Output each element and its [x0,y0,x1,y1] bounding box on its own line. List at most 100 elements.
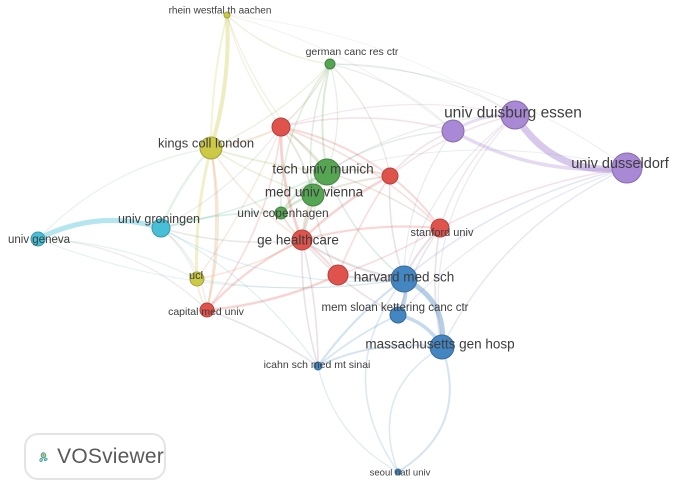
node-red-node-b[interactable] [381,167,399,185]
edge [209,13,230,150]
edge [195,146,213,281]
node-kings-coll-london[interactable] [199,136,223,160]
node-capital-med-univ[interactable] [199,302,215,318]
edge [280,103,516,128]
edge [329,63,454,132]
edge [206,147,219,311]
edge [434,227,443,348]
node-seoul-natl-univ[interactable] [394,468,402,476]
edge [226,14,331,65]
edge [403,130,454,280]
edge [300,174,392,242]
edge [210,147,303,241]
edge [205,238,304,312]
edge [388,346,443,473]
node-label-rhein-westfal-th-aachen: rhein westfal th aachen [169,6,272,17]
node-univ-dusseldorf[interactable] [611,152,643,184]
node-harvard-med-sch[interactable] [390,265,418,293]
edge [326,130,454,173]
node-label-stanford-univ: stanford univ [411,227,474,239]
node-univ-copenhagen[interactable] [274,206,288,220]
vosviewer-logo-icon [39,451,48,462]
node-label-capital-med-univ: capital med univ [168,306,245,318]
node-univ-geneva[interactable] [30,231,46,247]
edge [226,14,282,128]
edge [301,239,319,367]
edge [403,167,628,280]
vosviewer-logo[interactable]: VOSviewer [24,433,166,480]
edge [397,346,451,473]
node-purple-node-a[interactable] [441,119,465,143]
edge [160,126,282,229]
edge [206,309,319,367]
node-icahn-sch-med-mt-sinai[interactable] [313,361,323,371]
node-label-univ-dusseldorf: univ dusseldorf [571,156,669,172]
node-label-kings-coll-london: kings coll london [158,136,254,151]
edge [210,63,331,149]
edge [280,117,454,132]
edge [451,129,629,172]
node-red-node-c[interactable] [327,264,349,286]
edge [364,278,405,473]
node-ucl[interactable] [189,271,205,287]
edge [196,239,303,280]
node-stanford-univ[interactable] [430,218,450,238]
edge [511,111,631,173]
node-univ-duisburg-essen[interactable] [500,100,530,130]
edge [301,239,319,367]
edge [280,126,391,177]
edge [226,14,328,173]
edge [316,277,406,368]
node-tech-univ-munich[interactable] [313,158,341,186]
node-label-icahn-sch-med-mt-sinai: icahn sch med mt sinai [264,359,371,371]
edge [326,114,516,173]
edge [397,227,441,316]
edge [160,227,303,244]
node-univ-groningen[interactable] [151,218,171,238]
edge [280,63,331,214]
edge [437,114,516,348]
edge [337,227,441,276]
edge [317,365,399,473]
node-med-univ-vienna[interactable] [301,183,325,207]
edge [160,227,319,367]
node-label-univ-geneva: univ geneva [8,234,71,246]
node-label-univ-duisburg-essen: univ duisburg essen [444,105,582,122]
edge [317,344,443,367]
edge [439,114,516,229]
edge [226,14,516,116]
node-massachusetts-gen-hosp[interactable] [429,334,455,360]
node-label-ge-healthcare: ge healthcare [257,233,339,248]
node-mem-sloan-kettering-canc-ctr[interactable] [389,306,407,324]
node-rhein-westfal-th-aachen[interactable] [223,11,231,19]
node-label-med-univ-vienna: med univ vienna [265,185,364,200]
node-red-node-a[interactable] [271,117,291,137]
edge [196,278,405,289]
edge [326,171,405,280]
node-label-univ-copenhagen: univ copenhagen [237,206,328,220]
edge [403,114,516,280]
edge [441,167,628,348]
edge [329,63,516,116]
edge [205,273,340,312]
node-ge-healthcare[interactable] [291,229,313,251]
edge [329,63,628,169]
edge [206,126,282,311]
node-label-massachusetts-gen-hosp: massachusetts gen hosp [365,337,514,352]
edge [37,238,198,280]
edge [226,14,454,132]
edge [160,171,328,229]
edge [326,171,441,229]
vosviewer-logo-text: VOSviewer [57,444,164,468]
edge [439,167,628,229]
edge [35,217,164,242]
edge [301,239,399,316]
edge [206,147,218,311]
edge [160,227,405,282]
edge [160,227,208,311]
node-german-canc-res-ctr[interactable] [324,58,336,70]
edge [210,147,314,196]
edge [337,175,391,276]
